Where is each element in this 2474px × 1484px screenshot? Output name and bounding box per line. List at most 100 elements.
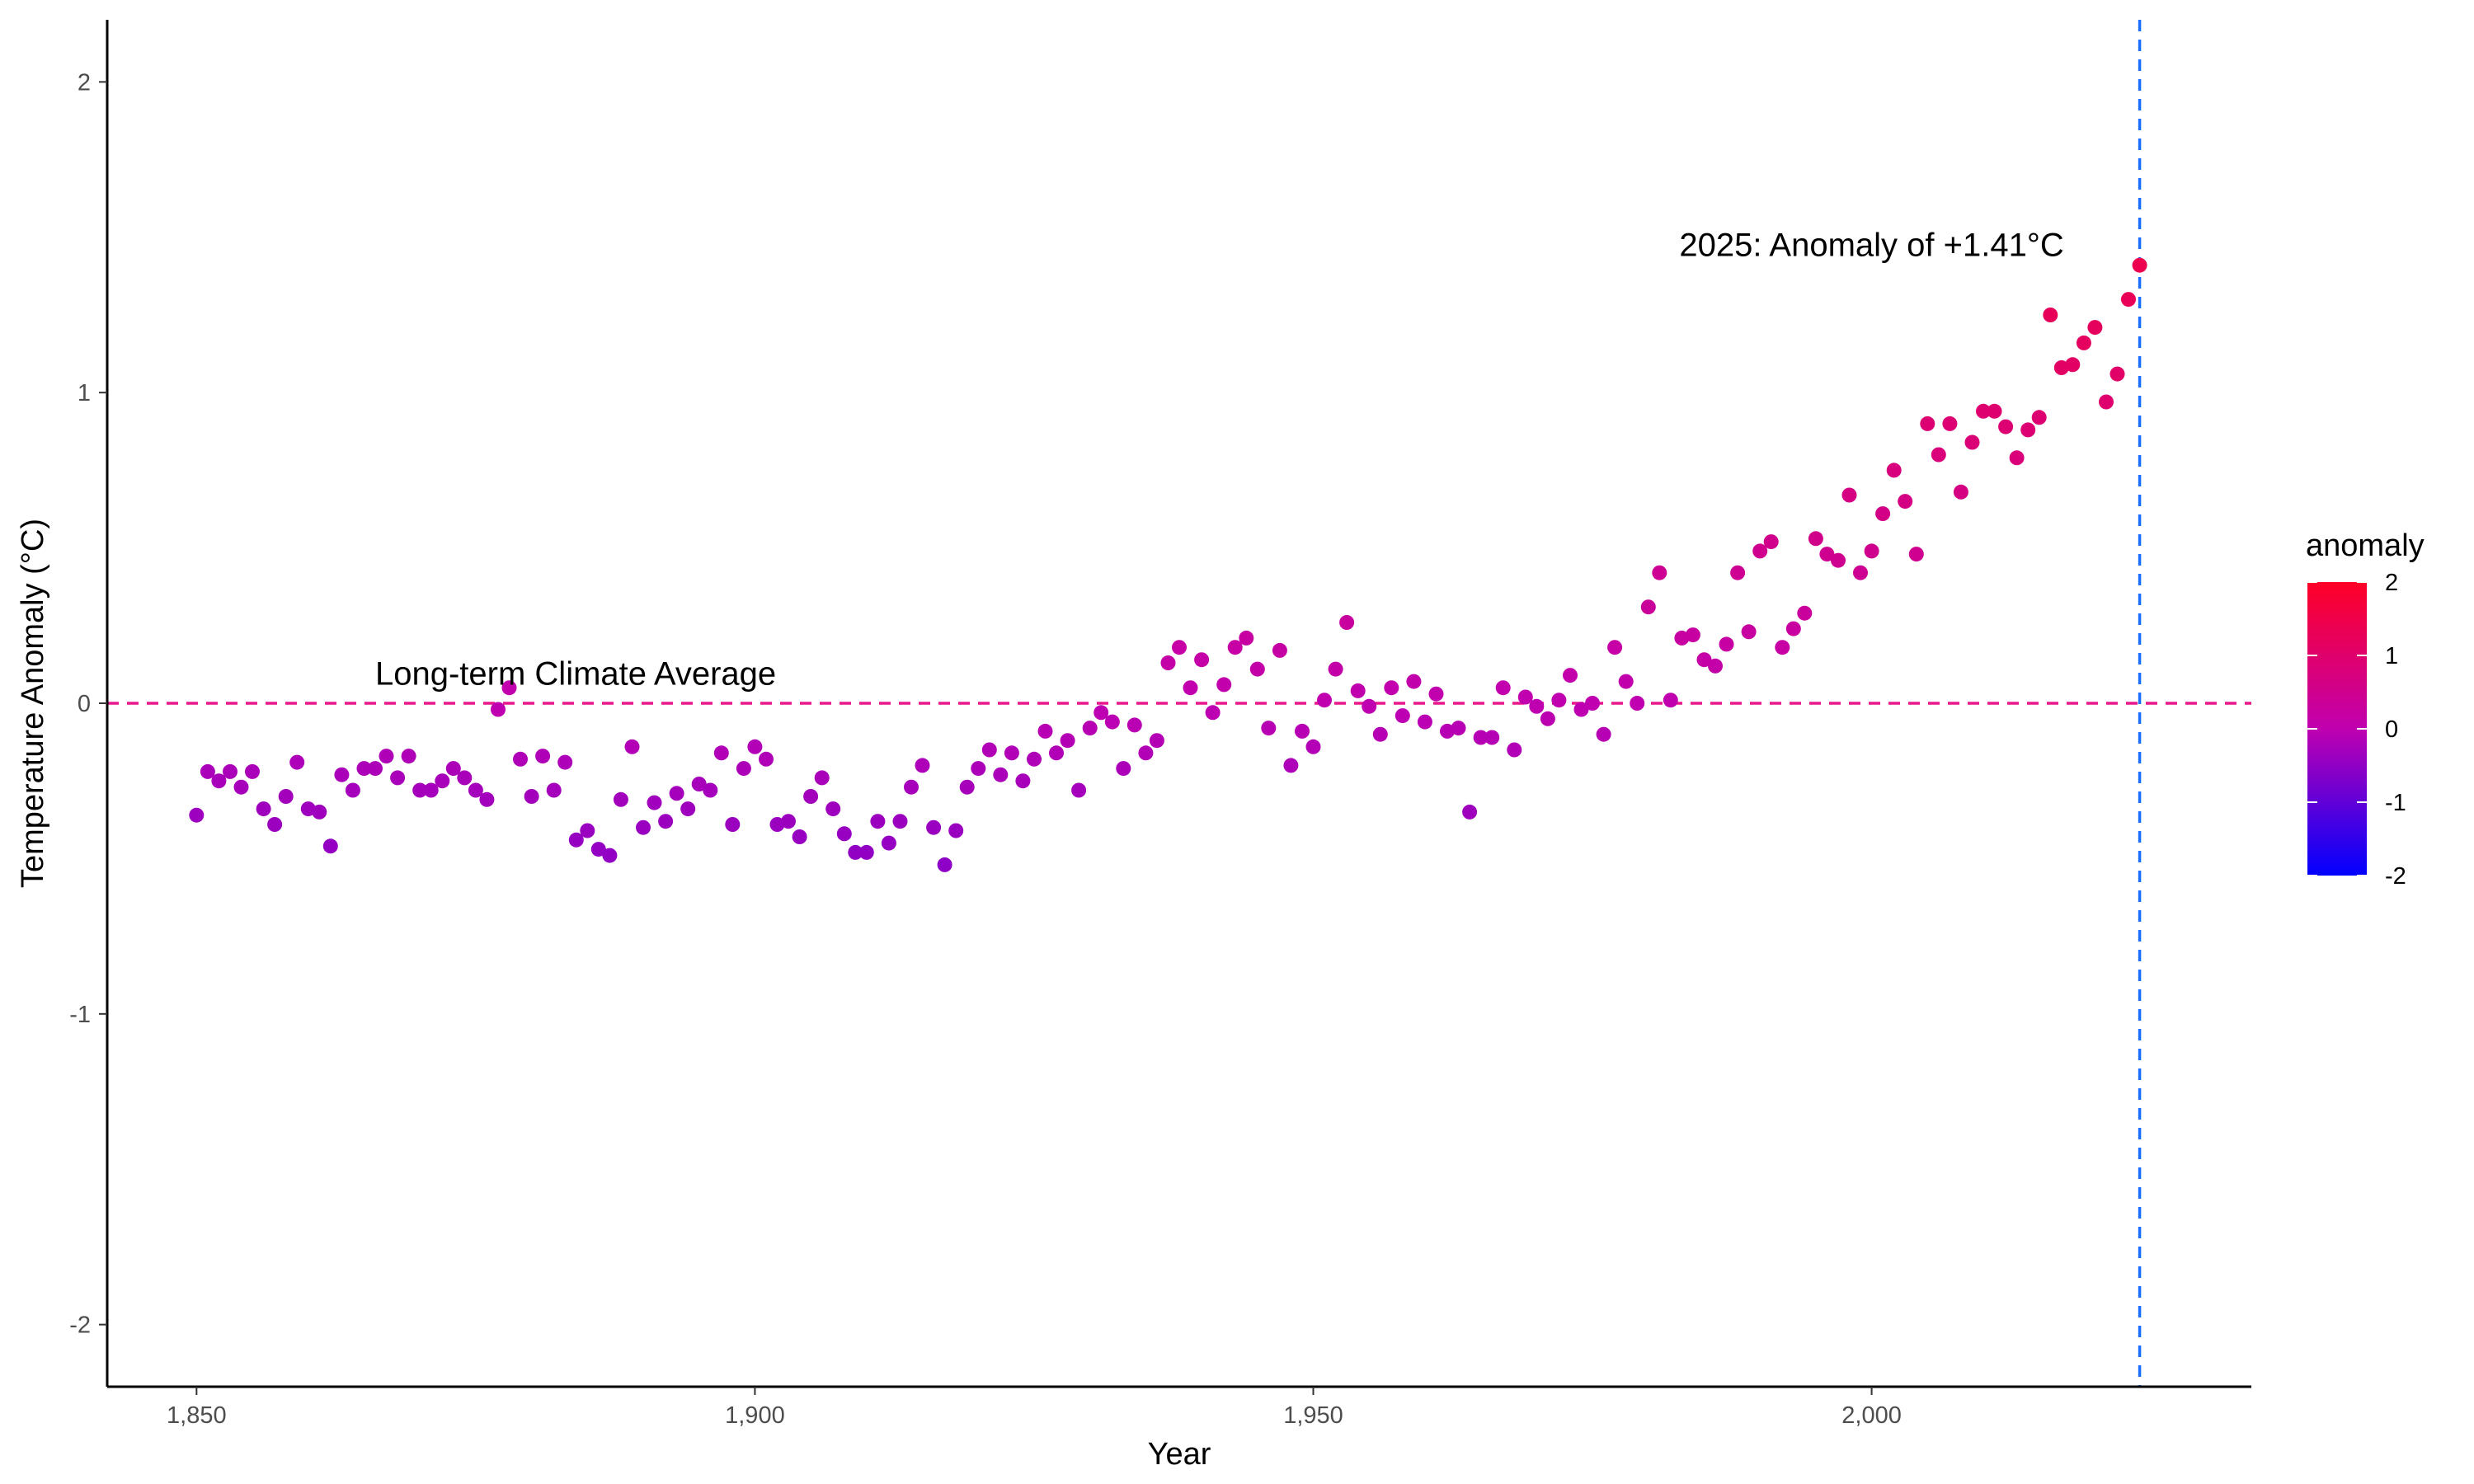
data-point	[2031, 410, 2047, 425]
data-point	[1160, 655, 1176, 670]
legend-tick-label: 1	[2385, 643, 2398, 669]
data-point	[345, 782, 360, 798]
data-point	[636, 819, 651, 835]
data-point	[825, 801, 841, 817]
data-point	[1898, 494, 1913, 510]
x-tick-label: 1,900	[725, 1402, 785, 1429]
data-point	[647, 795, 662, 810]
x-tick-label: 1,850	[167, 1402, 227, 1429]
data-point	[1864, 543, 1879, 559]
data-point	[1339, 615, 1355, 630]
data-point	[1138, 745, 1154, 761]
data-point	[613, 791, 628, 807]
legend-tick-label: 0	[2385, 716, 2398, 743]
data-point	[356, 761, 372, 777]
data-point	[1573, 702, 1589, 717]
data-point	[245, 763, 260, 779]
data-point	[368, 761, 383, 777]
data-point	[390, 770, 406, 786]
data-point	[959, 779, 975, 795]
data-point	[1652, 565, 1667, 580]
data-point	[1362, 698, 1377, 714]
data-point	[1719, 636, 1734, 652]
data-point	[1484, 730, 1500, 745]
legend-tick-label: -1	[2385, 790, 2406, 816]
data-point	[401, 749, 416, 764]
data-point	[624, 739, 640, 754]
y-tick-label: -2	[69, 1313, 91, 1339]
y-tick-label: -1	[69, 1002, 91, 1028]
data-point	[848, 844, 863, 860]
data-point	[1920, 416, 1935, 431]
data-point	[1931, 447, 1946, 463]
data-point	[1082, 721, 1098, 736]
reference-lines	[107, 20, 2251, 1387]
data-point	[2076, 335, 2091, 350]
data-point	[223, 763, 238, 779]
data-point	[792, 829, 807, 844]
data-point	[1730, 565, 1746, 580]
data-point	[1249, 661, 1265, 677]
data-point	[725, 817, 741, 832]
data-point	[870, 814, 886, 829]
data-point	[200, 763, 215, 779]
data-point	[1585, 696, 1600, 711]
x-axis-ticks: 1,850 1,900 1,950 2,000	[167, 1387, 1902, 1429]
data-point	[1428, 686, 1444, 702]
data-point	[1350, 683, 1366, 698]
data-point	[1964, 434, 1980, 450]
data-point	[1216, 677, 1232, 693]
data-point	[2087, 320, 2103, 336]
data-point	[1451, 721, 1466, 736]
data-point	[1763, 534, 1779, 550]
y-tick-label: 0	[78, 691, 91, 717]
data-point	[1685, 627, 1700, 643]
data-point	[1674, 630, 1690, 646]
data-point	[468, 782, 483, 798]
data-point	[736, 761, 751, 777]
data-point	[1618, 674, 1634, 689]
data-point	[211, 773, 227, 789]
data-point	[1126, 717, 1142, 733]
data-point	[1049, 745, 1064, 761]
data-point	[1630, 696, 1645, 711]
data-point	[1328, 661, 1343, 677]
data-point	[691, 777, 707, 791]
data-point	[513, 751, 528, 767]
data-point	[1696, 652, 1712, 668]
data-point	[1808, 531, 1823, 547]
data-point	[289, 754, 305, 770]
latest-anomaly-annotation: 2025: Anomaly of +1.41°C	[1679, 227, 2063, 263]
data-point	[971, 761, 986, 777]
data-point	[189, 807, 205, 823]
data-point	[904, 779, 919, 795]
data-point	[713, 745, 729, 761]
y-tick-label: 2	[78, 69, 91, 96]
data-point	[1529, 698, 1545, 714]
data-point	[1563, 668, 1578, 683]
data-point	[1953, 484, 1968, 500]
data-point	[1987, 403, 2002, 419]
data-point	[1752, 543, 1768, 559]
data-point	[491, 702, 506, 717]
data-point	[1194, 652, 1210, 668]
data-point	[1104, 714, 1120, 730]
data-point	[423, 782, 439, 798]
data-point	[1317, 693, 1332, 708]
data-point	[1027, 751, 1042, 767]
data-point	[1060, 733, 1075, 749]
x-tick-label: 2,000	[1841, 1402, 1902, 1429]
data-point	[1607, 640, 1623, 655]
data-point	[1976, 403, 1991, 419]
data-point	[1886, 463, 1902, 478]
data-point	[1998, 419, 2014, 434]
data-point	[1395, 708, 1410, 724]
data-point	[669, 786, 684, 801]
data-point	[836, 826, 852, 842]
data-point	[1372, 726, 1388, 742]
data-point	[747, 739, 763, 754]
data-point	[267, 817, 283, 832]
data-point	[435, 773, 450, 789]
data-point	[1841, 487, 1857, 503]
